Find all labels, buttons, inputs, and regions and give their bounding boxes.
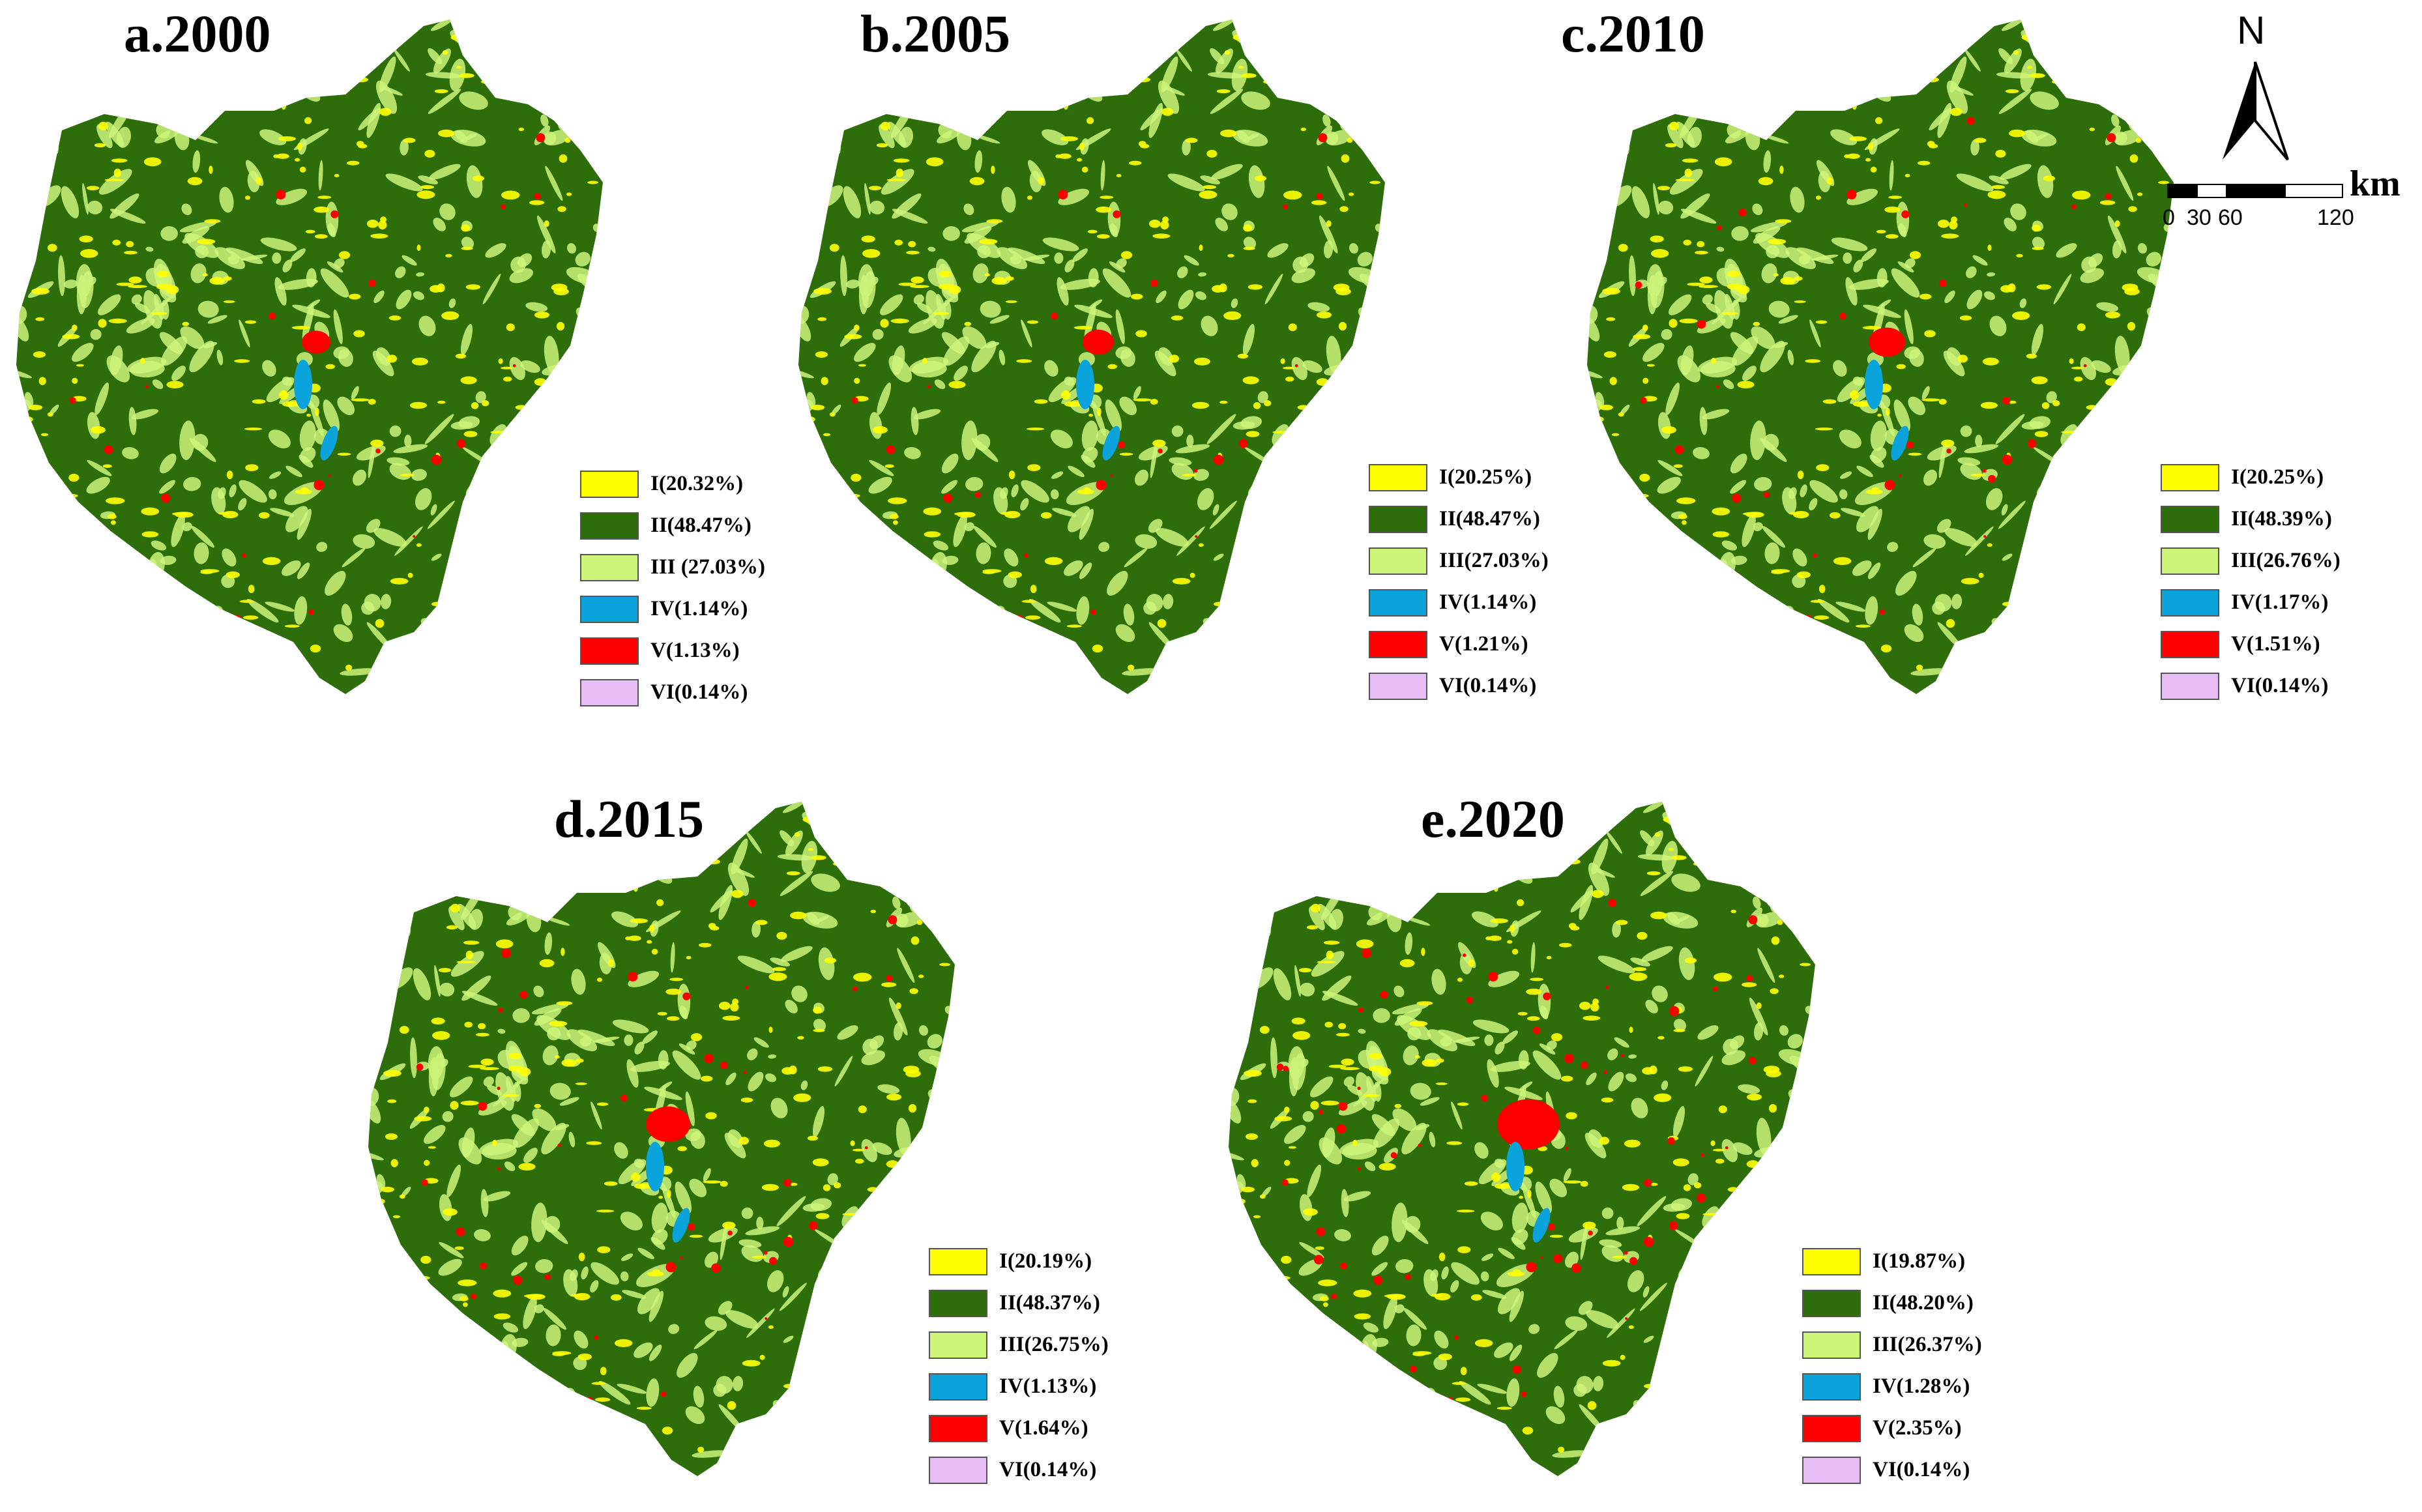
legend-label: VI(0.14%) xyxy=(650,680,748,704)
panel-title: c.2010 xyxy=(1561,4,1705,63)
urban-core xyxy=(1083,329,1114,355)
legend-swatch xyxy=(580,637,639,665)
legend-label: II(48.20%) xyxy=(1873,1291,1974,1315)
panel-title: b.2005 xyxy=(860,4,1011,63)
lake xyxy=(1891,426,1909,461)
legend-label: III(26.37%) xyxy=(1873,1333,1982,1356)
legend-swatch xyxy=(929,1331,987,1359)
scale-bar xyxy=(2167,184,2343,198)
urban-core xyxy=(646,1106,690,1142)
legend-label: VI(0.14%) xyxy=(2231,674,2329,697)
legend-swatch xyxy=(2161,547,2219,575)
urban-core xyxy=(1497,1099,1560,1150)
legend-label: IV(1.28%) xyxy=(1873,1374,1970,1398)
scale-tick: 120 xyxy=(2317,205,2354,230)
north-label: N xyxy=(2237,8,2266,52)
legend-swatch xyxy=(1802,1373,1861,1401)
legend-swatch xyxy=(580,471,639,498)
legend-label: VI(0.14%) xyxy=(999,1458,1097,1481)
legend-swatch xyxy=(929,1415,987,1442)
scale-unit: km xyxy=(2350,164,2400,204)
north-arrow-icon xyxy=(2223,61,2289,161)
lake xyxy=(1102,426,1120,461)
legend-swatch xyxy=(1802,1290,1861,1317)
legend-label: III(26.75%) xyxy=(999,1333,1109,1356)
legend-label: IV(1.14%) xyxy=(650,597,748,620)
legend-label: IV(1.13%) xyxy=(999,1374,1097,1398)
lake xyxy=(320,426,338,461)
legend-swatch xyxy=(1369,547,1427,575)
legend-swatch xyxy=(1802,1415,1861,1442)
legend-swatch xyxy=(580,596,639,623)
legend-label: V(1.51%) xyxy=(2231,632,2320,656)
legend-swatch xyxy=(580,554,639,581)
legend-swatch xyxy=(580,512,639,540)
legend-swatch xyxy=(1802,1331,1861,1359)
legend-label: I(20.25%) xyxy=(1439,465,1532,489)
lake xyxy=(1076,360,1094,409)
legend-label: VI(0.14%) xyxy=(1873,1458,1970,1481)
legend-label: IV(1.14%) xyxy=(1439,590,1537,614)
lake xyxy=(294,360,312,409)
legend-swatch xyxy=(1802,1457,1861,1484)
map-2015 xyxy=(368,802,955,1476)
legend-swatch xyxy=(1369,631,1427,658)
panel-title: e.2020 xyxy=(1421,789,1565,849)
map-2000 xyxy=(16,20,603,694)
legend-swatch xyxy=(929,1290,987,1317)
legend-swatch xyxy=(2161,673,2219,700)
scale-tick: 60 xyxy=(2218,205,2243,230)
legend-label: II(48.37%) xyxy=(999,1291,1100,1315)
legend-swatch xyxy=(929,1373,987,1401)
lake xyxy=(1506,1142,1525,1191)
legend-swatch xyxy=(2161,464,2219,491)
legend-swatch xyxy=(1369,589,1427,617)
legend-swatch xyxy=(1802,1248,1861,1275)
legend-swatch xyxy=(929,1248,987,1275)
lake xyxy=(1532,1208,1551,1243)
legend-label: I(19.87%) xyxy=(1873,1249,1966,1273)
lake xyxy=(646,1142,664,1191)
urban-core xyxy=(1869,327,1905,357)
legend-swatch xyxy=(580,679,639,706)
panel-title: a.2000 xyxy=(124,4,271,63)
legend-label: I(20.32%) xyxy=(650,472,744,495)
legend-swatch xyxy=(2161,631,2219,658)
legend-label: II(48.47%) xyxy=(650,514,751,537)
legend-label: VI(0.14%) xyxy=(1439,674,1537,697)
legend-swatch xyxy=(2161,506,2219,533)
scale-tick: 30 xyxy=(2187,205,2211,230)
legend-label: III(27.03%) xyxy=(1439,549,1549,572)
lake xyxy=(672,1208,690,1243)
map-2020 xyxy=(1229,802,1815,1476)
legend-label: II(48.39%) xyxy=(2231,507,2332,531)
scale-tick: 0 xyxy=(2163,205,2175,230)
legend-swatch xyxy=(1369,464,1427,491)
legend-label: V(1.64%) xyxy=(999,1416,1088,1440)
legend-label: V(1.13%) xyxy=(650,639,740,662)
legend-label: IV(1.17%) xyxy=(2231,590,2329,614)
legend-swatch xyxy=(929,1457,987,1484)
legend-swatch xyxy=(1369,506,1427,533)
legend-swatch xyxy=(2161,589,2219,617)
legend-label: V(2.35%) xyxy=(1873,1416,1962,1440)
legend-label: I(20.25%) xyxy=(2231,465,2324,489)
map-2010 xyxy=(1587,20,2174,694)
legend-label: III (27.03%) xyxy=(650,555,766,579)
legend-label: I(20.19%) xyxy=(999,1249,1092,1273)
legend-label: III(26.76%) xyxy=(2231,549,2341,572)
panel-title: d.2015 xyxy=(554,789,705,849)
legend-label: II(48.47%) xyxy=(1439,507,1540,531)
legend-label: V(1.21%) xyxy=(1439,632,1528,656)
urban-core xyxy=(302,330,330,354)
lake xyxy=(1865,360,1883,409)
legend-swatch xyxy=(1369,673,1427,700)
map-2005 xyxy=(798,20,1385,694)
